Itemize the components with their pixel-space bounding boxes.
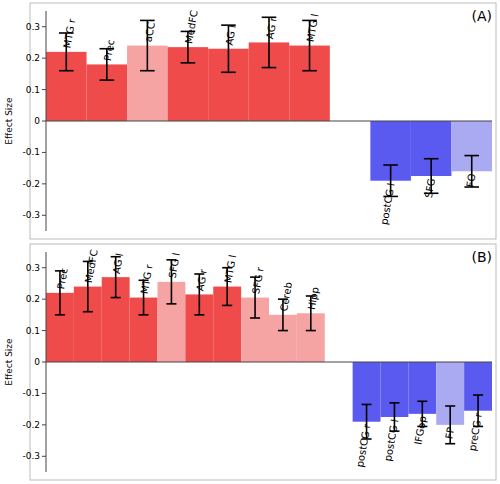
error-cap bbox=[445, 405, 455, 407]
marks bbox=[46, 17, 492, 196]
error-cap bbox=[473, 394, 483, 396]
error-cap bbox=[100, 79, 115, 81]
y-tick-label: 0.1 bbox=[26, 85, 40, 95]
y-tick bbox=[42, 362, 46, 363]
error-cap bbox=[55, 314, 65, 316]
panel: Prec MedFC AG l MTG r SFG l AG r MTG l SFG r Cer… bbox=[4, 244, 496, 480]
error-cap bbox=[383, 164, 398, 166]
y-tick bbox=[42, 424, 46, 425]
category-label: FO bbox=[464, 173, 477, 188]
y-tick-label: -0.1 bbox=[22, 388, 40, 398]
y-tick-label: 0.3 bbox=[26, 263, 40, 273]
error-cap bbox=[166, 303, 176, 305]
error-cap bbox=[140, 20, 155, 22]
y-tick-label: 0.2 bbox=[26, 294, 40, 304]
category-label: SFG r bbox=[250, 265, 266, 295]
y-tick bbox=[42, 330, 46, 331]
y-tick-label: 0.1 bbox=[26, 326, 40, 336]
y-tick-label: 0.2 bbox=[26, 53, 40, 63]
y-tick-label: 0.3 bbox=[26, 22, 40, 32]
error-cap bbox=[83, 311, 93, 313]
error-cap bbox=[417, 400, 427, 402]
y-tick bbox=[42, 58, 46, 59]
category-label: AG r bbox=[264, 16, 279, 40]
y-tick-label: -0.3 bbox=[22, 451, 40, 461]
category-label: MTG l bbox=[305, 13, 321, 43]
y-tick-label: -0.1 bbox=[22, 147, 40, 157]
category-label: IFGop bbox=[412, 415, 428, 445]
category-label: AG l bbox=[111, 253, 125, 275]
category-label: Hipp bbox=[306, 286, 321, 311]
error-cap bbox=[140, 70, 155, 72]
category-label: MedFC bbox=[183, 9, 200, 44]
error-cap bbox=[262, 67, 277, 69]
y-tick bbox=[42, 456, 46, 457]
zero-line bbox=[46, 121, 492, 122]
y-tick bbox=[42, 393, 46, 394]
y-tick bbox=[42, 215, 46, 216]
category-label: AG l bbox=[224, 24, 238, 46]
category-label: MedFC bbox=[83, 249, 100, 284]
error-cap bbox=[389, 402, 399, 404]
y-tick bbox=[42, 267, 46, 268]
error-cap bbox=[250, 317, 260, 319]
category-label: FP bbox=[443, 426, 456, 440]
y-tick-label: 0 bbox=[34, 357, 40, 367]
category-label: postCG l bbox=[378, 182, 396, 226]
error-cap bbox=[221, 71, 236, 73]
y-axis-label: Effect Size bbox=[4, 338, 14, 386]
category-label: MTG r bbox=[61, 17, 77, 49]
figure: MTG r Prec aCC MedFC AG l AG r MTG l postCG l SF… bbox=[0, 0, 500, 484]
y-tick bbox=[42, 183, 46, 184]
error-cap bbox=[181, 62, 196, 64]
panel-title: (A) bbox=[471, 8, 492, 24]
y-tick bbox=[42, 89, 46, 90]
error-cap bbox=[445, 443, 455, 445]
error-cap bbox=[306, 330, 316, 332]
y-tick-label: 0 bbox=[34, 116, 40, 126]
error-cap bbox=[59, 70, 74, 72]
category-label: Prec bbox=[102, 39, 117, 62]
error-cap bbox=[194, 314, 204, 316]
y-tick-label: -0.3 bbox=[22, 210, 40, 220]
category-label: preCG r bbox=[467, 411, 485, 452]
category-label: postCG l bbox=[382, 418, 400, 462]
labels: Prec MedFC AG l MTG r SFG l AG r MTG l SFG r Cer… bbox=[55, 249, 484, 468]
panel-frame bbox=[30, 3, 496, 239]
category-label: aCC bbox=[143, 21, 157, 43]
y-axis-label: Effect Size bbox=[4, 97, 14, 145]
error-cap bbox=[464, 155, 479, 157]
y-tick-label: -0.2 bbox=[22, 179, 40, 189]
error-cap bbox=[424, 158, 439, 160]
category-label: postCG r bbox=[354, 422, 373, 468]
category-label: SFG l bbox=[167, 252, 182, 279]
zero-line bbox=[46, 362, 492, 363]
error-cap bbox=[302, 70, 317, 72]
error-cap bbox=[278, 330, 288, 332]
category-label: Prec bbox=[55, 267, 70, 290]
category-label: SFG bbox=[423, 177, 437, 198]
panel: MTG r Prec aCC MedFC AG l AG r MTG l postCG l SF… bbox=[4, 3, 496, 239]
error-cap bbox=[362, 404, 372, 406]
category-label: MTG r bbox=[139, 263, 155, 295]
marks bbox=[46, 257, 492, 444]
panel-frame bbox=[30, 244, 496, 480]
error-cap bbox=[111, 297, 121, 299]
y-tick bbox=[42, 152, 46, 153]
labels: MTG r Prec aCC MedFC AG l AG r MTG l postCG l SF… bbox=[61, 9, 477, 226]
y-tick bbox=[42, 26, 46, 27]
y-tick bbox=[42, 121, 46, 122]
y-tick-label: -0.2 bbox=[22, 420, 40, 430]
panel-title: (B) bbox=[471, 249, 492, 265]
y-tick bbox=[42, 299, 46, 300]
category-label: MTG l bbox=[222, 254, 238, 284]
category-label: Cereb bbox=[278, 281, 294, 312]
error-cap bbox=[222, 305, 232, 307]
error-cap bbox=[139, 314, 149, 316]
category-label: AG r bbox=[194, 268, 209, 292]
